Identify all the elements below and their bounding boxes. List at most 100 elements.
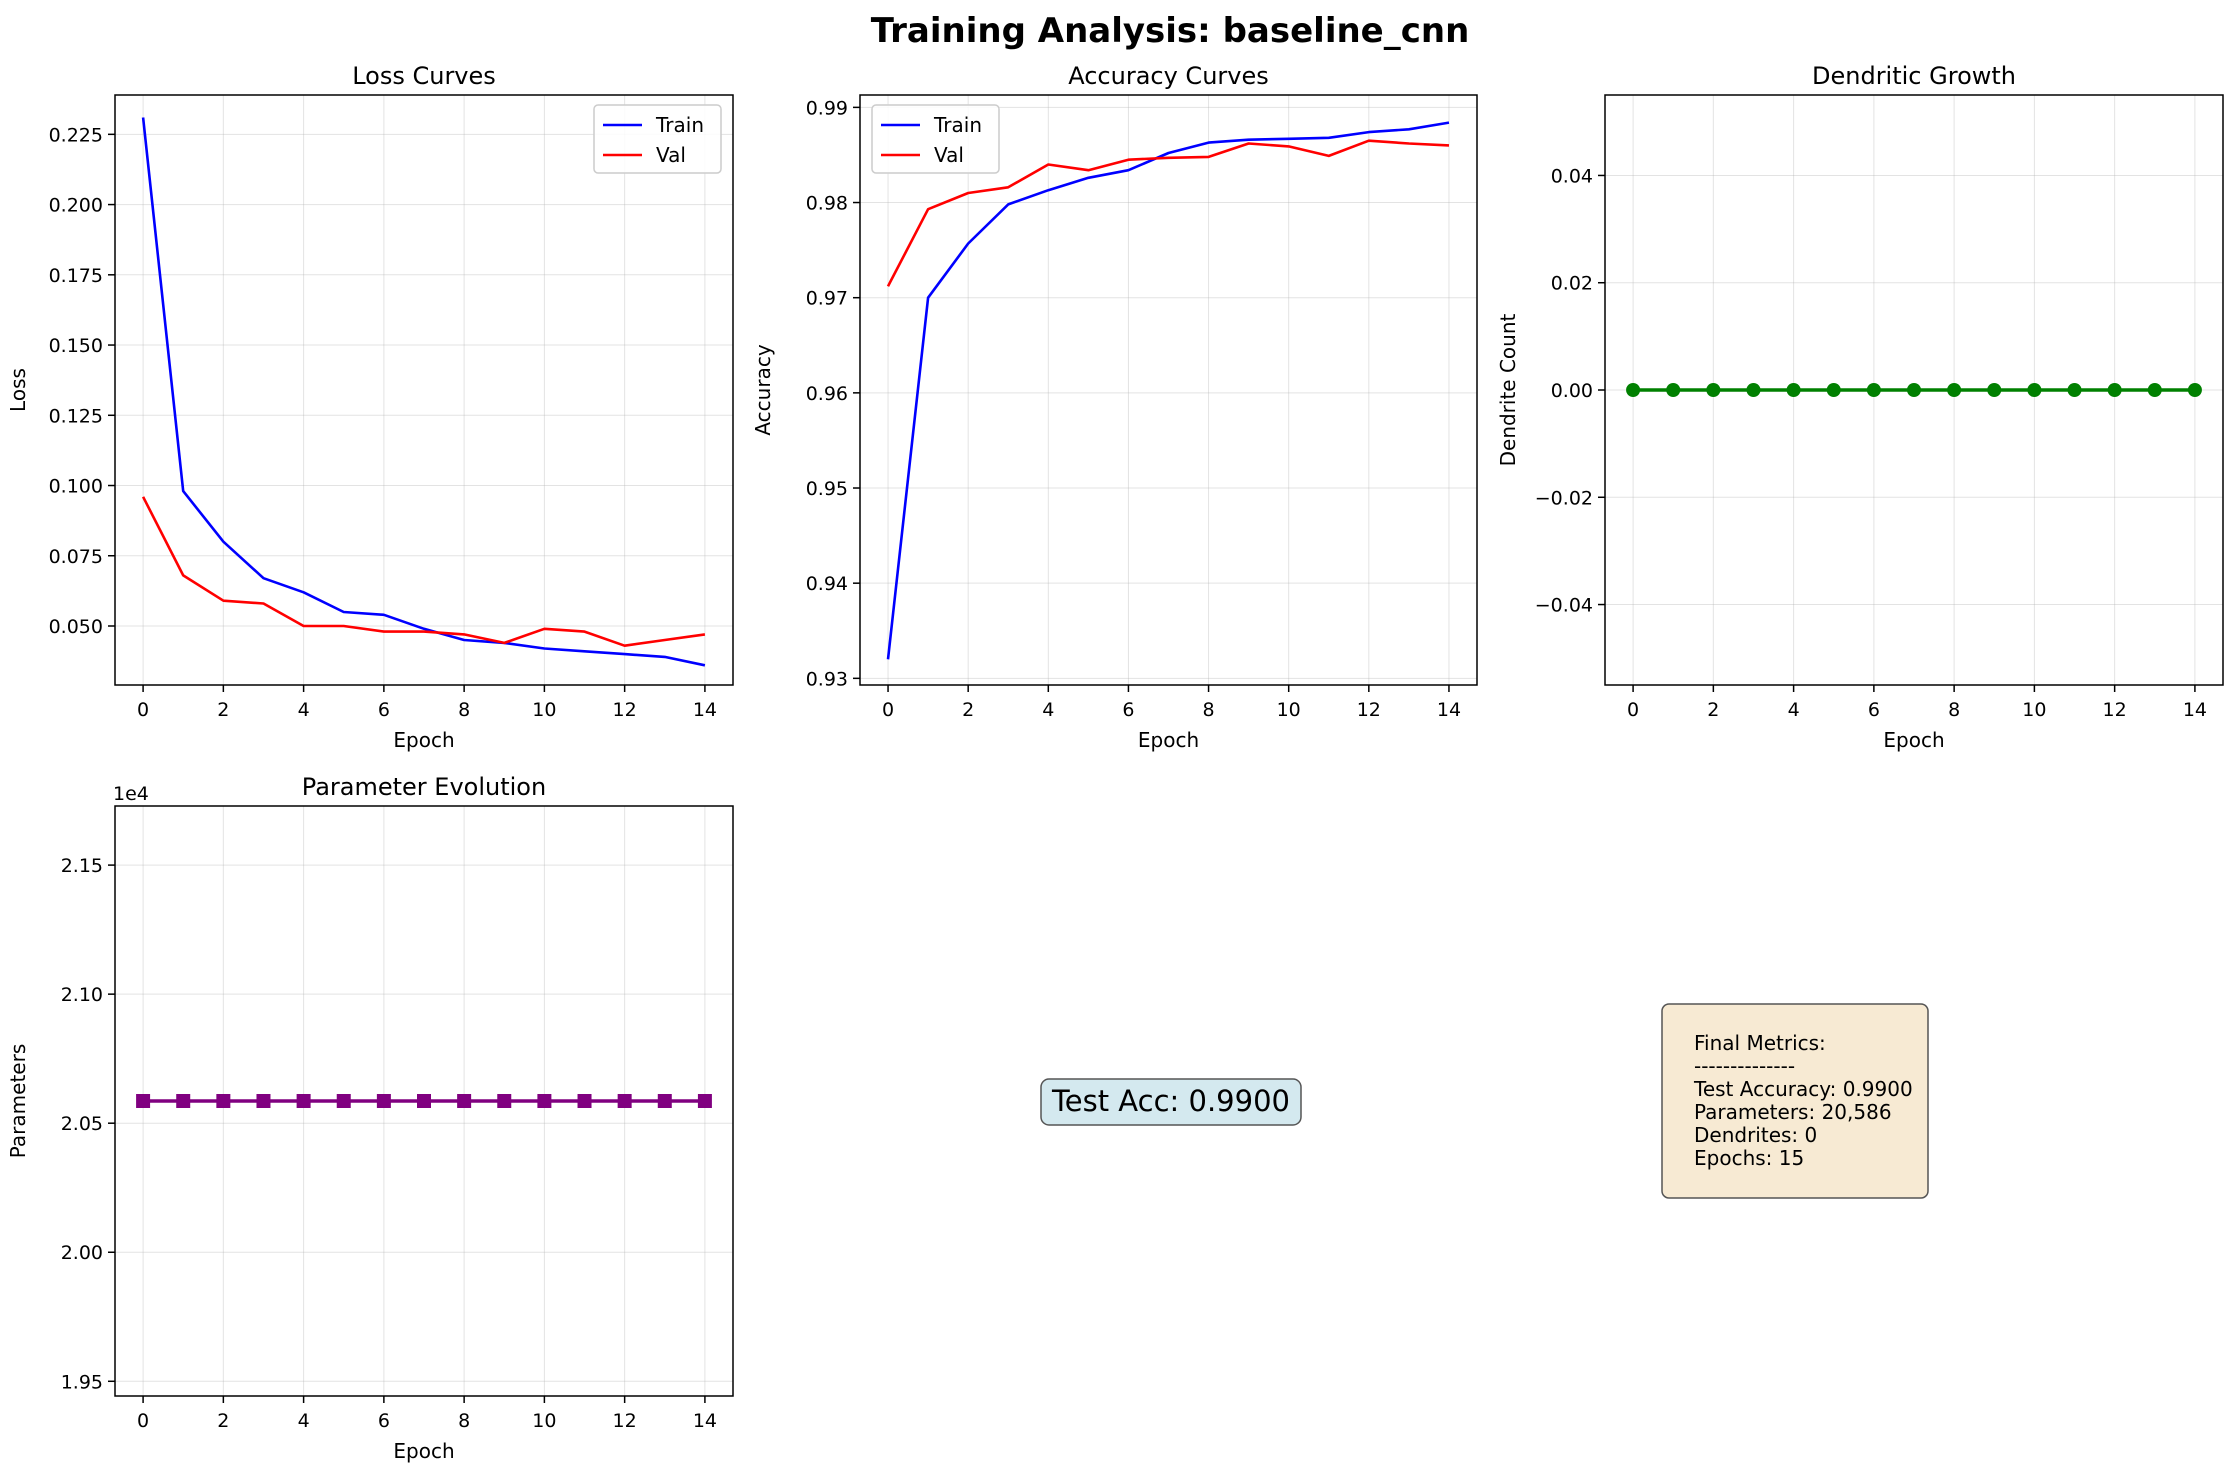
- y-tick-label: 1.95: [61, 1371, 103, 1393]
- x-tick-label: 10: [532, 1410, 556, 1432]
- y-tick-label: 2.10: [61, 984, 103, 1006]
- data-point: [1866, 383, 1881, 397]
- x-tick-label: 6: [1868, 699, 1880, 721]
- series-line: [886, 139, 1450, 287]
- x-axis-label: Epoch: [1883, 728, 1944, 752]
- x-tick-label: 2: [1707, 699, 1719, 721]
- legend-label: Val: [656, 143, 686, 167]
- data-point: [176, 1094, 191, 1108]
- y-offset-label: 1e4: [113, 783, 149, 805]
- y-tick-label: 0.04: [1551, 165, 1593, 187]
- legend-label: Train: [933, 113, 982, 137]
- data-point: [1786, 383, 1801, 397]
- x-tick-label: 0: [1627, 699, 1639, 721]
- final-metrics-epochs: Epochs: 15: [1694, 1146, 1804, 1170]
- x-tick-label: 14: [693, 699, 717, 721]
- data-point: [1666, 383, 1681, 397]
- data-point: [457, 1094, 472, 1108]
- data-point: [497, 1094, 512, 1108]
- data-point: [1826, 383, 1841, 397]
- y-tick-label: 0.98: [806, 193, 848, 215]
- final-metrics-dendrites: Dendrites: 0: [1694, 1123, 1817, 1147]
- y-tick-label: 0.125: [49, 405, 103, 427]
- y-tick-label: 0.93: [806, 668, 848, 690]
- data-point: [2027, 383, 2042, 397]
- y-tick-label: 0.97: [806, 288, 848, 310]
- data-point: [2147, 383, 2162, 397]
- final-metrics-background: [1661, 1003, 1929, 1199]
- loss-curves-chart: 0 2 4 6 8 10 12 14 0.050 0.075 0.100 0.125 0.150 0.17…: [6, 62, 734, 752]
- series-train: [141, 117, 706, 667]
- x-tick-label: 14: [1437, 699, 1461, 721]
- series-val: [886, 139, 1450, 287]
- x-tick-label: 8: [1948, 699, 1960, 721]
- data-point: [2187, 383, 2202, 397]
- y-tick-label: 0.99: [806, 97, 848, 119]
- y-tick-label: 0.95: [806, 478, 848, 500]
- final-metrics-box: Final Metrics: -------------- Test Accur…: [1661, 1003, 1929, 1199]
- y-tick-label: 0.175: [49, 265, 103, 287]
- legend-label: Train: [655, 113, 704, 137]
- x-tick-label: 12: [613, 699, 637, 721]
- x-tick-label: 10: [1277, 699, 1301, 721]
- data-point: [376, 1094, 391, 1108]
- x-tick-label: 12: [2103, 699, 2127, 721]
- plot-area: [115, 95, 733, 685]
- x-tick-label: 10: [2022, 699, 2046, 721]
- y-tick-label: −0.04: [1535, 595, 1593, 617]
- accuracy-curves-chart: 0 2 4 6 8 10 12 14 0.93 0.94 0.95 0.96 0.97 0.98 0.99 A…: [751, 62, 1478, 752]
- series-0: [136, 1094, 712, 1108]
- test-acc-box-background: [1040, 1078, 1302, 1126]
- y-axis-label: Dendrite Count: [1496, 313, 1520, 466]
- x-tick-label: 4: [298, 1410, 310, 1432]
- chart-title: Loss Curves: [352, 62, 496, 90]
- final-metrics-parameters: Parameters: 20,586: [1694, 1100, 1892, 1124]
- x-tick-label: 12: [1357, 699, 1381, 721]
- x-tick-label: 6: [1122, 699, 1134, 721]
- y-tick-label: 2.05: [61, 1113, 103, 1135]
- x-tick-label: 6: [378, 699, 390, 721]
- y-tick-label: 0.200: [49, 195, 103, 217]
- y-tick-label: 2.15: [61, 855, 103, 877]
- chart-title: Parameter Evolution: [302, 773, 546, 801]
- x-tick-label: 2: [217, 699, 229, 721]
- data-point: [336, 1094, 351, 1108]
- final-metrics-title: Final Metrics:: [1694, 1031, 1826, 1055]
- x-tick-label: 0: [882, 699, 894, 721]
- y-tick-label: 0.02: [1551, 273, 1593, 295]
- x-axis-label: Epoch: [393, 728, 454, 752]
- chart-title: Accuracy Curves: [1068, 62, 1269, 90]
- data-point: [1706, 383, 1721, 397]
- x-axis-label: Epoch: [1138, 728, 1199, 752]
- x-tick-label: 0: [137, 699, 149, 721]
- x-tick-label: 8: [458, 699, 470, 721]
- final-metrics-test-accuracy: Test Accuracy: 0.9900: [1693, 1077, 1913, 1101]
- plot-frame: [114, 805, 734, 1397]
- plot-frame: [114, 94, 734, 686]
- data-point: [296, 1094, 311, 1108]
- x-tick-label: 4: [1042, 699, 1054, 721]
- dendritic-growth-chart: 0 2 4 6 8 10 12 14 −0.04 −0.02 0.00 0.02 0.04 Dendrit…: [1496, 62, 2224, 752]
- test-acc-box: Test Acc: 0.9900: [1040, 1078, 1302, 1126]
- data-point: [1746, 383, 1761, 397]
- series-line: [141, 496, 706, 648]
- series-0: [1626, 383, 2202, 397]
- chart-title: Dendritic Growth: [1812, 62, 2016, 90]
- data-point: [2107, 383, 2122, 397]
- data-point: [256, 1094, 271, 1108]
- data-point: [617, 1094, 632, 1108]
- legend: Train Val: [593, 104, 722, 174]
- figure-title: Training Analysis: baseline_cnn: [871, 11, 1470, 51]
- x-tick-label: 8: [1203, 699, 1215, 721]
- plot-area: [860, 95, 1477, 685]
- y-axis-label: Parameters: [6, 1044, 30, 1158]
- legend: Train Val: [871, 104, 1000, 174]
- x-tick-label: 12: [613, 1410, 637, 1432]
- x-tick-label: 4: [1788, 699, 1800, 721]
- x-tick-label: 8: [458, 1410, 470, 1432]
- data-point: [1626, 383, 1641, 397]
- data-point: [136, 1094, 151, 1108]
- parameter-evolution-chart: 0 2 4 6 8 10 12 14 1.95 2.00 2.05 2.10 2.15 Parameter…: [6, 773, 734, 1463]
- final-metrics-divider: --------------: [1694, 1054, 1795, 1078]
